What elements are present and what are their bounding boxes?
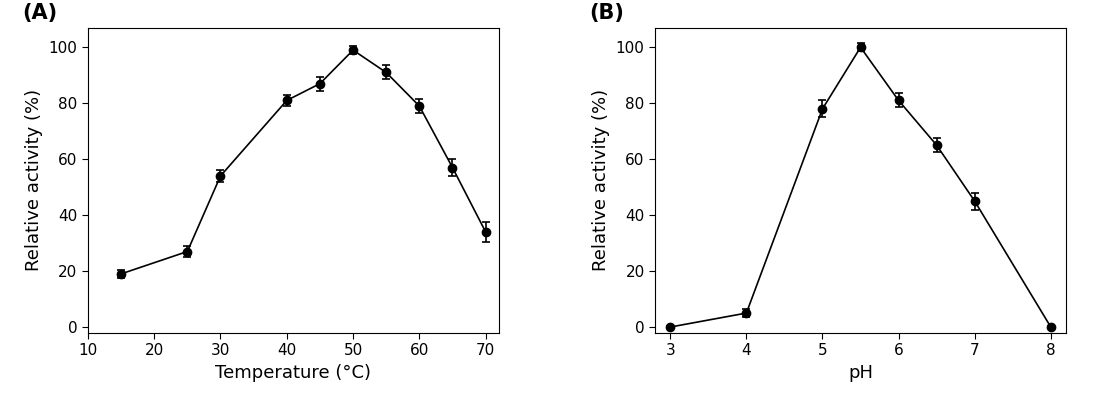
X-axis label: Temperature (°C): Temperature (°C) [215, 364, 371, 382]
Text: (A): (A) [22, 3, 57, 23]
Y-axis label: Relative activity (%): Relative activity (%) [25, 89, 43, 271]
Y-axis label: Relative activity (%): Relative activity (%) [592, 89, 610, 271]
X-axis label: pH: pH [848, 364, 873, 382]
Text: (B): (B) [589, 3, 624, 23]
